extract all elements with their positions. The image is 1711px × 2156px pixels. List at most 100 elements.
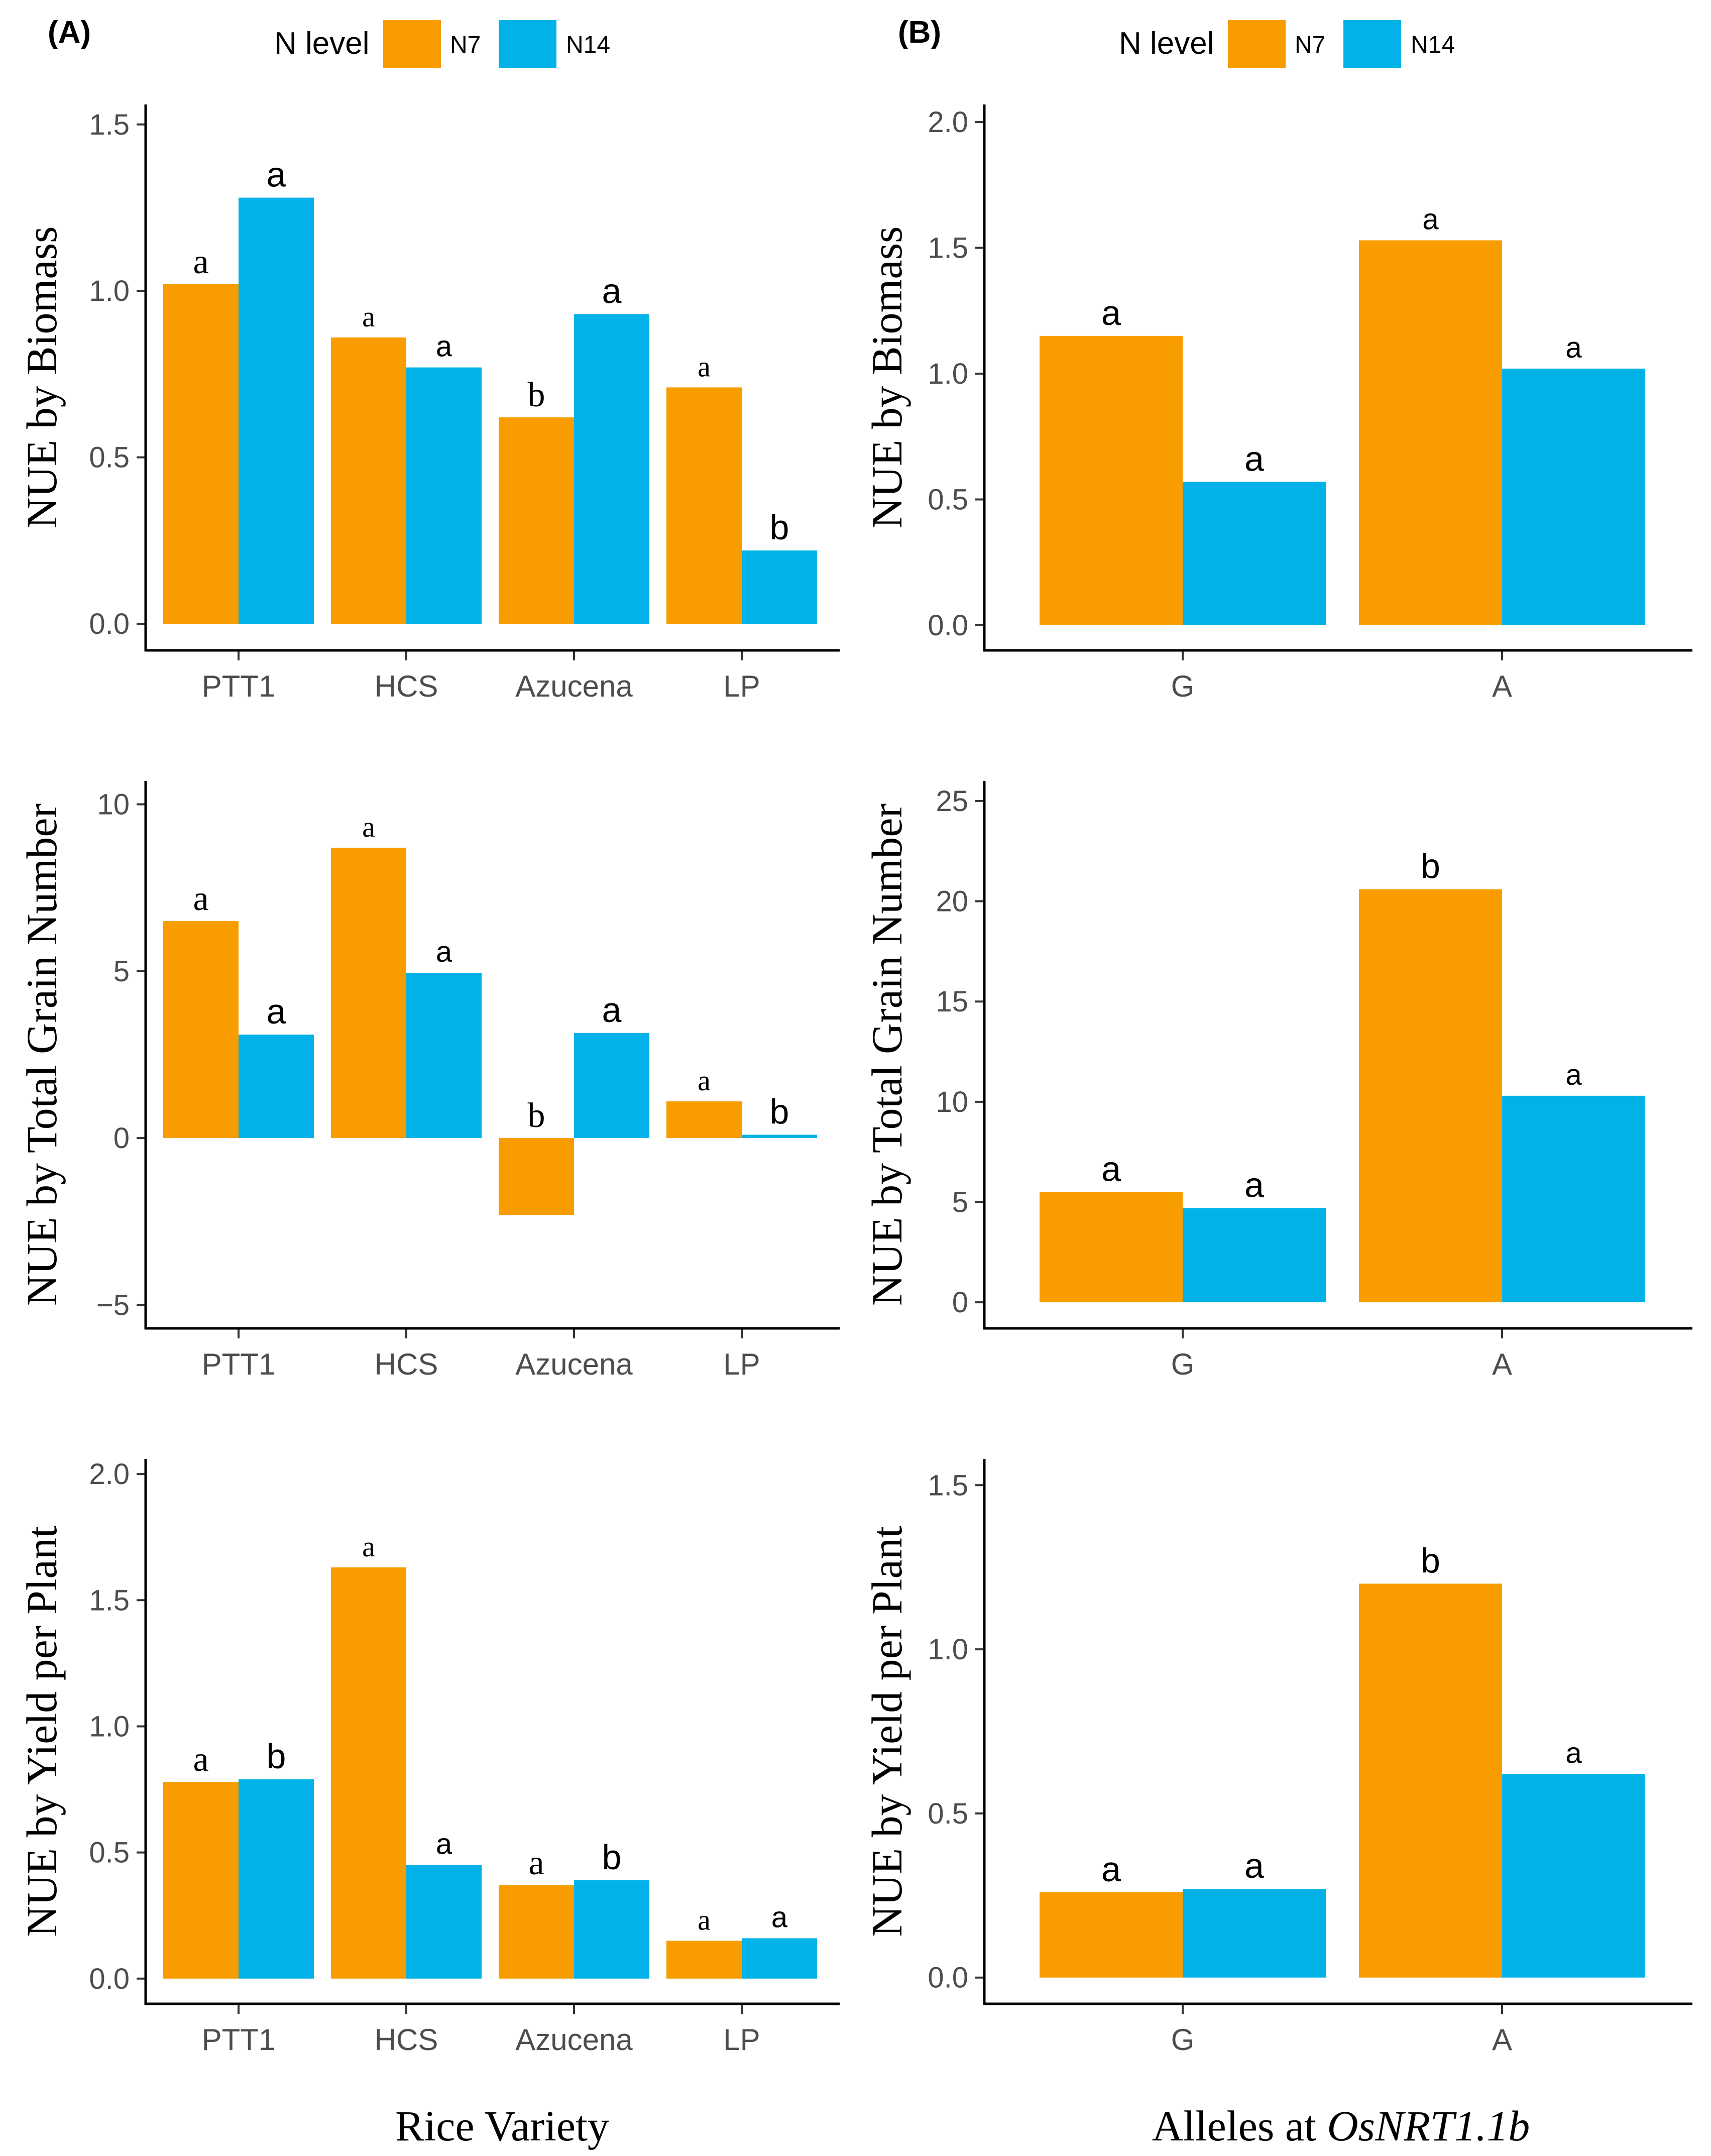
- x-tick-label-hcs: HCS: [375, 669, 438, 703]
- x-tick-label-a: A: [1492, 1347, 1512, 1381]
- bar-n14-a: [1502, 1095, 1645, 1303]
- bar-n14-ptt1: [239, 1035, 314, 1139]
- bar-n14-lp: [742, 550, 817, 624]
- bar-n7-a: [1359, 889, 1502, 1303]
- bar-n7-lp: [666, 387, 742, 624]
- sig-letter-n14-lp: a: [771, 1901, 788, 1934]
- sig-letter-n14-g: a: [1244, 1846, 1264, 1885]
- x-tick-label-ptt1: PTT1: [202, 2023, 276, 2057]
- sig-letter-n7-azucena: b: [528, 376, 545, 414]
- bar-n14-g: [1183, 1208, 1326, 1303]
- sig-letter-n14-g: a: [1244, 439, 1264, 478]
- y-axis-title: NUE by Total Grain Number: [18, 804, 66, 1306]
- y-tick-label: 1.0: [89, 1710, 130, 1743]
- y-tick-label: 1.0: [928, 1633, 968, 1666]
- sig-letter-n7-ptt1: a: [193, 879, 208, 918]
- y-tick-label: 0.5: [89, 441, 130, 474]
- legend-swatch-n7: [1228, 20, 1286, 68]
- sig-letter-n14-ptt1: b: [267, 1737, 286, 1776]
- chart-a-biomass: a a PTT1 a a HCS b a Azucena a b LP 0.0 0.5 1.0 1.5 NUE …: [18, 104, 840, 703]
- y-tick-label: 0.5: [89, 1837, 130, 1869]
- sig-letter-n7-azucena: a: [528, 1844, 544, 1882]
- x-axis-title-left: Rice Variety: [395, 2102, 609, 2150]
- bar-n7-lp: [666, 1941, 742, 1979]
- bar-n7-g: [1040, 1192, 1183, 1303]
- x-tick-label-hcs: HCS: [375, 1347, 438, 1381]
- bar-n7-g: [1040, 335, 1183, 625]
- sig-letter-n7-a: b: [1421, 847, 1440, 886]
- sig-letter-n14-g: a: [1244, 1165, 1264, 1204]
- sig-letter-n14-a: a: [1565, 331, 1582, 364]
- sig-letter-n7-lp: a: [698, 350, 711, 383]
- sig-letter-n7-ptt1: a: [193, 1740, 208, 1779]
- bar-n14-a: [1502, 368, 1645, 625]
- x-tick-label-azucena: Azucena: [515, 2023, 633, 2057]
- sig-letter-n14-ptt1: a: [267, 155, 286, 194]
- sig-letter-n14-azucena: b: [602, 1838, 622, 1877]
- y-tick-label: 2.0: [89, 1458, 130, 1491]
- sig-letter-n14-ptt1: a: [267, 992, 286, 1031]
- sig-letter-n7-g: a: [1101, 293, 1121, 332]
- sig-letter-n14-azucena: a: [602, 272, 622, 311]
- chart-a-yield: a b PTT1 a a HCS a b Azucena a a LP 0.0 0.5 1.0 1.5 2.0 N…: [18, 1458, 840, 2057]
- y-axis-title: NUE by Biomass: [18, 226, 66, 529]
- bar-n7-ptt1: [163, 284, 239, 624]
- panel-label-a: (A): [48, 15, 91, 50]
- bar-n14-a: [1502, 1774, 1645, 1978]
- bar-n7-a: [1359, 240, 1502, 625]
- y-tick-label: 1.0: [89, 275, 130, 307]
- bar-n14-ptt1: [239, 197, 314, 624]
- x-tick-label-azucena: Azucena: [515, 1347, 633, 1381]
- x-tick-label-ptt1: PTT1: [202, 669, 276, 703]
- bar-n14-ptt1: [239, 1779, 314, 1979]
- y-axis-title: NUE by Yield per Plant: [863, 1526, 911, 1937]
- y-tick-label: 0.0: [89, 608, 130, 640]
- sig-letter-n7-a: a: [1422, 203, 1439, 236]
- sig-letter-n7-azucena: b: [528, 1096, 545, 1135]
- bar-n14-azucena: [574, 1033, 649, 1139]
- chart-b-grain-number: a a Gb a A 0 5 10 15 20 25 NUE by Total Grain Numbe…: [863, 781, 1692, 1381]
- sig-letter-n14-azucena: a: [602, 990, 622, 1030]
- y-tick-label: −5: [96, 1289, 130, 1321]
- bar-n14-azucena: [574, 1880, 649, 1979]
- x-tick-label-lp: LP: [723, 2023, 760, 2057]
- y-tick-label: 10: [97, 788, 130, 821]
- bar-n14-lp: [742, 1134, 817, 1139]
- y-tick-label: 0.0: [928, 1962, 968, 1994]
- y-tick-label: 1.5: [89, 1584, 130, 1617]
- legend-swatch-n14: [1343, 20, 1401, 68]
- bar-n7-lp: [666, 1101, 742, 1139]
- sig-letter-n14-hcs: a: [436, 330, 452, 363]
- x-tick-label-lp: LP: [723, 669, 760, 703]
- y-tick-label: 25: [936, 785, 968, 818]
- x-tick-label-g: G: [1171, 1347, 1195, 1381]
- y-axis-title: NUE by Yield per Plant: [18, 1526, 66, 1937]
- bar-n7-hcs: [331, 337, 406, 624]
- sig-letter-n14-lp: b: [770, 1092, 789, 1131]
- legend-label-n7: N7: [450, 32, 481, 58]
- y-tick-label: 20: [936, 885, 968, 918]
- sig-letter-n14-hcs: a: [436, 1828, 452, 1861]
- x-tick-label-ptt1: PTT1: [202, 1347, 276, 1381]
- y-tick-label: 1.5: [928, 1469, 968, 1502]
- x-tick-label-g: G: [1171, 2023, 1195, 2057]
- x-tick-label-azucena: Azucena: [515, 669, 633, 703]
- sig-letter-n14-hcs: a: [436, 936, 452, 968]
- sig-letter-n7-hcs: a: [362, 300, 375, 333]
- x-tick-label-a: A: [1492, 669, 1512, 703]
- chart-a-grain-number: a a PTT1 a a HCS b a Azucena a b LP −5 0 5 10 NUE by Tot…: [18, 781, 840, 1381]
- legend-label-n14: N14: [566, 32, 610, 58]
- y-tick-label: 5: [952, 1186, 968, 1218]
- x-axis-title-right-gene: OsNRT1.1b: [1327, 2102, 1530, 2150]
- sig-letter-n7-ptt1: a: [193, 243, 208, 281]
- y-tick-label: 1.5: [89, 108, 130, 141]
- y-axis-title: NUE by Biomass: [863, 226, 911, 529]
- legend-label-n7: N7: [1295, 32, 1325, 58]
- chart-b-biomass: a a Ga a A 0.0 0.5 1.0 1.5 2.0 NUE by Biomass: [863, 104, 1692, 703]
- x-axis-title-right-prefix: Alleles at: [1152, 2102, 1327, 2150]
- legend-swatch-n7: [383, 20, 441, 68]
- y-tick-label: 2.0: [928, 106, 968, 139]
- sig-letter-n7-g: a: [1101, 1850, 1121, 1889]
- sig-letter-n7-a: b: [1421, 1541, 1440, 1580]
